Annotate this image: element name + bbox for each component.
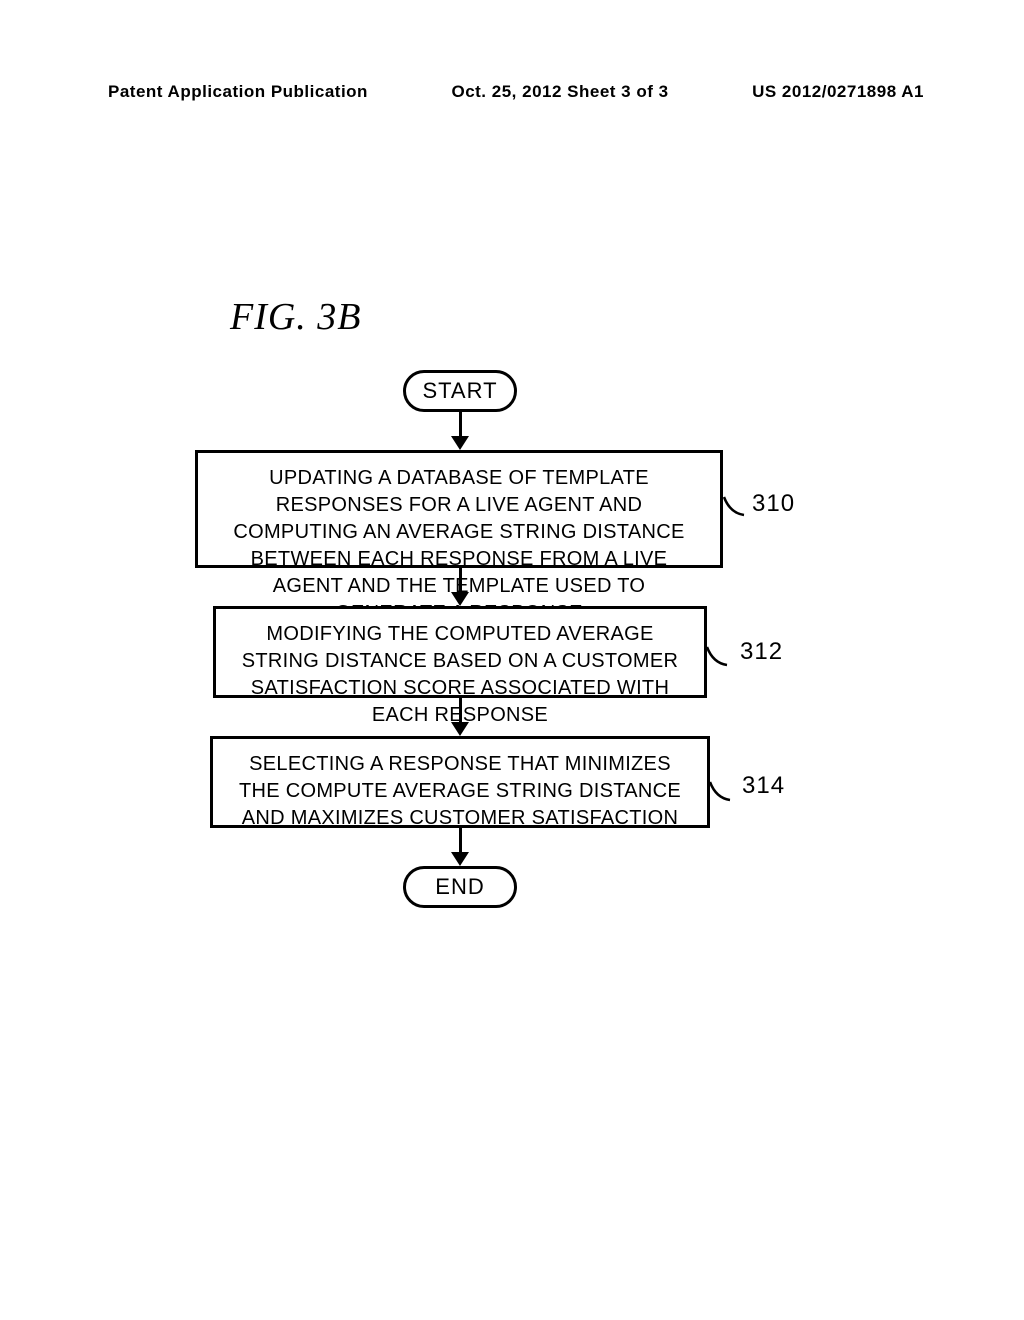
process-box-314: SELECTING A RESPONSE THAT MINIMIZES THE … xyxy=(210,736,710,828)
arrow-310-to-312 xyxy=(195,568,725,606)
callout-curve-312 xyxy=(705,645,735,675)
arrow-314-to-end xyxy=(195,828,725,866)
patent-header: Patent Application Publication Oct. 25, … xyxy=(0,82,1024,102)
flowchart-container: START UPDATING A DATABASE OF TEMPLATE RE… xyxy=(195,370,725,908)
header-patent-number: US 2012/0271898 A1 xyxy=(752,82,924,102)
start-label: START xyxy=(422,378,497,404)
end-terminal: END xyxy=(403,866,517,908)
process-314-text: SELECTING A RESPONSE THAT MINIMIZES THE … xyxy=(239,753,681,829)
callout-label-310: 310 xyxy=(752,490,832,530)
arrow-312-to-314 xyxy=(195,698,725,736)
callout-curve-314 xyxy=(708,780,738,810)
process-box-310: UPDATING A DATABASE OF TEMPLATE RESPONSE… xyxy=(195,450,723,568)
header-date-sheet: Oct. 25, 2012 Sheet 3 of 3 xyxy=(451,82,668,102)
header-publication-type: Patent Application Publication xyxy=(108,82,368,102)
figure-title: FIG. 3B xyxy=(230,295,362,339)
end-label: END xyxy=(435,874,484,900)
callout-curve-310 xyxy=(722,495,752,525)
process-box-312: MODIFYING THE COMPUTED AVERAGE STRING DI… xyxy=(213,606,707,698)
arrow-start-to-310 xyxy=(195,412,725,450)
callout-label-314: 314 xyxy=(742,772,785,800)
callout-label-312: 312 xyxy=(740,638,783,666)
start-terminal: START xyxy=(403,370,517,412)
